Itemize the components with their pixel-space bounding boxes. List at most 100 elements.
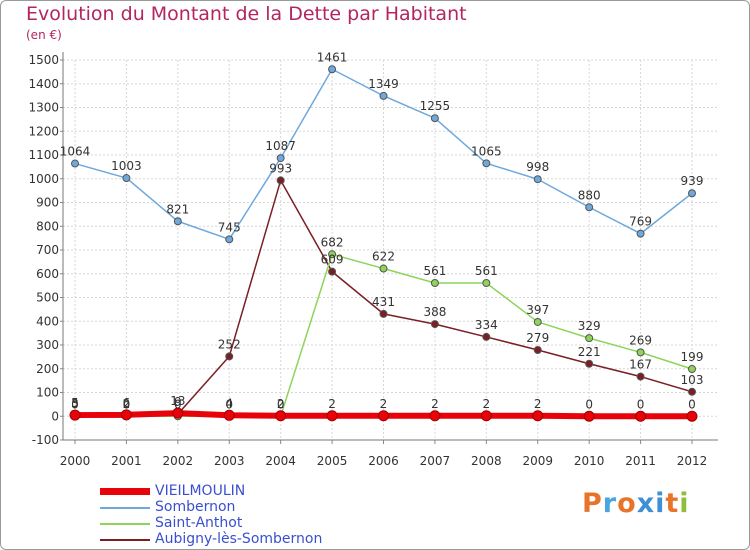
data-label: 0 [225, 397, 233, 411]
data-label: 5 [71, 396, 79, 410]
data-label: 1065 [471, 144, 502, 158]
legend-item: Sombernon [100, 499, 360, 516]
legend-swatch [100, 539, 150, 541]
data-label-layer: 5 6 13 4 2 2 2 2 2 2 0 0 010641003821745108714611349… [60, 50, 704, 411]
data-label: 0 [585, 397, 593, 411]
x-tick-label: 2010 [574, 454, 605, 468]
data-label: 103 [681, 373, 704, 387]
x-tick-label: 2004 [265, 454, 296, 468]
data-label: 1461 [317, 50, 348, 64]
data-point [276, 154, 285, 163]
x-tick-label: 2003 [214, 454, 245, 468]
data-label: 609 [321, 253, 344, 267]
data-label: 998 [526, 160, 549, 174]
data-label: 561 [475, 264, 498, 278]
data-label: 2 [534, 397, 542, 411]
data-label: 0 [637, 397, 645, 411]
y-tick-label: 900 [36, 196, 59, 210]
data-label: 397 [526, 303, 549, 317]
data-label: 821 [166, 202, 189, 216]
data-point [482, 332, 491, 341]
data-point [69, 409, 81, 421]
data-point [379, 264, 388, 273]
data-label: 745 [218, 220, 241, 234]
x-tick-label: 2000 [60, 454, 91, 468]
legend-label: Saint-Anthot [155, 515, 243, 531]
data-label: 1087 [265, 139, 296, 153]
y-tick-label: 1000 [28, 172, 59, 186]
y-tick-label: 700 [36, 243, 59, 257]
data-label: 6 [123, 396, 131, 410]
axis-layer: -100010020030040050060070080090010001100… [28, 52, 718, 468]
data-label: 0 [71, 397, 79, 411]
data-label: 880 [578, 188, 601, 202]
data-label: 561 [423, 264, 446, 278]
data-point [328, 267, 337, 276]
data-point [379, 91, 388, 100]
data-point [482, 279, 491, 288]
data-label: 0 [277, 397, 285, 411]
data-point [379, 309, 388, 318]
data-label: 13 [170, 394, 185, 408]
chart-subtitle: (en €) [26, 28, 62, 42]
data-point [120, 409, 132, 421]
data-point [688, 189, 696, 198]
data-label: 2 [328, 397, 336, 411]
data-label: 4 [225, 396, 233, 410]
legend-swatch [100, 507, 150, 509]
y-tick-label: 800 [36, 219, 59, 233]
x-tick-label: 2008 [471, 454, 502, 468]
data-label: 993 [269, 161, 292, 175]
data-point [585, 203, 594, 212]
data-point [430, 320, 439, 329]
data-point [533, 317, 542, 326]
data-point [275, 410, 287, 422]
data-point [686, 410, 698, 422]
x-tick-label: 2006 [368, 454, 399, 468]
data-point [688, 364, 696, 373]
data-label: 682 [321, 235, 344, 249]
data-label: 1003 [111, 159, 142, 173]
data-point [585, 334, 594, 343]
data-point [430, 279, 439, 288]
data-label: 221 [578, 345, 601, 359]
data-point [173, 217, 182, 226]
y-tick-label: 1300 [28, 101, 59, 115]
data-label: 0 [123, 397, 131, 411]
legend-label: Sombernon [155, 499, 236, 515]
legend-item: VIEILMOULIN [100, 483, 360, 500]
chart-title: Evolution du Montant de la Dette par Hab… [26, 3, 467, 25]
data-point [326, 410, 338, 422]
x-tick-label: 2005 [317, 454, 348, 468]
x-tick-label: 2009 [522, 454, 553, 468]
data-point [533, 345, 542, 354]
y-tick-label: 1200 [28, 124, 59, 138]
data-label: 329 [578, 319, 601, 333]
x-tick-label: 2011 [625, 454, 656, 468]
legend-item: Saint-Anthot [100, 515, 360, 532]
y-tick-label: 300 [36, 338, 59, 352]
data-point [688, 387, 696, 396]
data-point [583, 410, 595, 422]
data-point [636, 372, 645, 381]
data-label: 3 [71, 397, 79, 411]
data-point [636, 348, 645, 357]
series-layer [69, 65, 698, 422]
data-point [328, 65, 337, 74]
data-point [122, 174, 131, 183]
data-point [225, 352, 234, 361]
data-label: 622 [372, 250, 395, 264]
data-label: 279 [526, 331, 549, 345]
y-tick-label: 1100 [28, 148, 59, 162]
data-label: 2 [277, 397, 285, 411]
data-label: 1064 [60, 145, 91, 159]
data-label: 388 [423, 305, 446, 319]
data-point [225, 235, 234, 244]
data-point [223, 409, 235, 421]
data-point [480, 410, 492, 422]
data-label: 0 [688, 397, 696, 411]
data-label: 2 [380, 397, 388, 411]
y-tick-label: 0 [51, 409, 59, 423]
data-point [328, 250, 337, 259]
data-point [71, 159, 79, 168]
